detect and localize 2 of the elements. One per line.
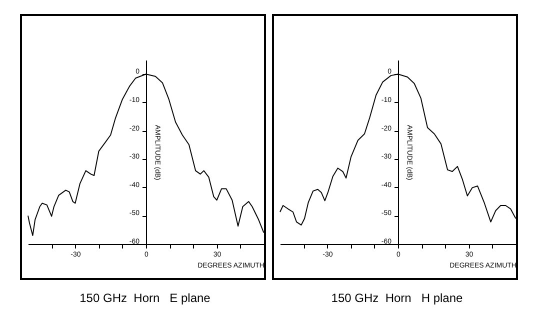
text: 150 GHz Horn H plane [330,291,464,305]
text: 150 GHz Horn E plane [78,291,212,305]
